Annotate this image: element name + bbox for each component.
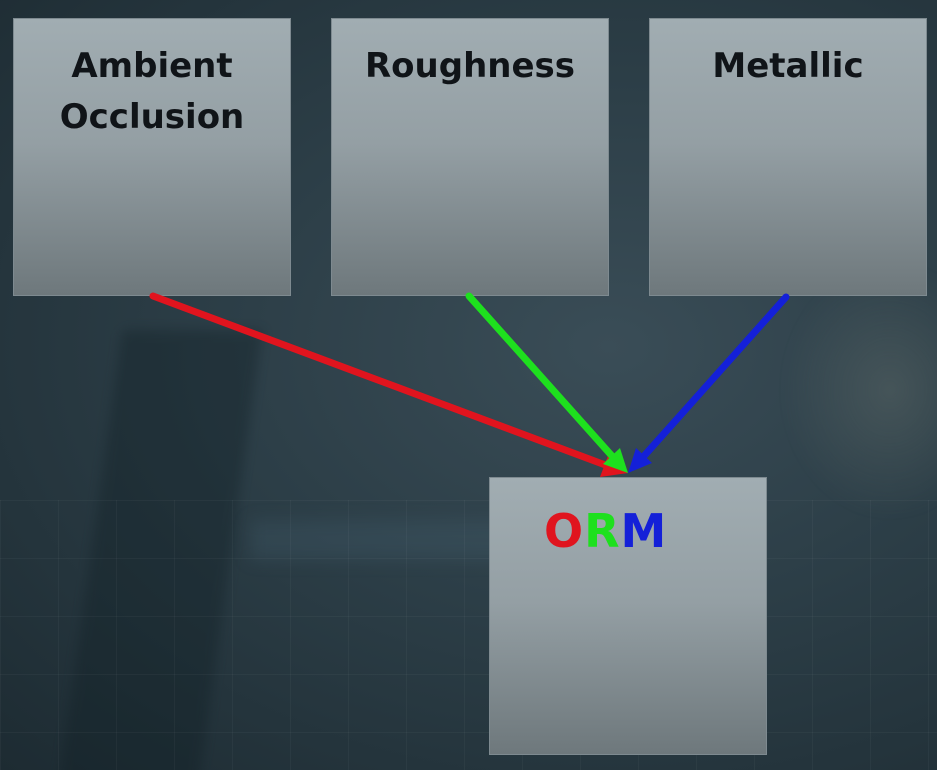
ambient-occlusion-box: Ambient Occlusion — [13, 18, 291, 296]
background-beam — [57, 330, 263, 770]
orm-letter-r: R — [584, 504, 621, 558]
orm-letter-m: M — [620, 504, 668, 558]
roughness-box: Roughness — [331, 18, 609, 296]
roughness-to-orm-arrow — [465, 292, 628, 473]
roughness-label: Roughness — [364, 46, 576, 86]
orm-box: ORM — [489, 477, 767, 755]
background-grid — [0, 500, 937, 770]
metallic-label: Metallic — [712, 46, 864, 86]
metallic-to-orm-arrow — [628, 293, 790, 473]
background-glow — [780, 260, 937, 520]
metallic-box: Metallic — [649, 18, 927, 296]
background-light-streak — [250, 520, 510, 560]
ao-to-orm-arrow — [149, 292, 628, 477]
ambient-occlusion-label: Ambient Occlusion — [59, 46, 245, 137]
orm-label: ORM — [544, 503, 667, 559]
orm-letter-o: O — [544, 504, 585, 558]
